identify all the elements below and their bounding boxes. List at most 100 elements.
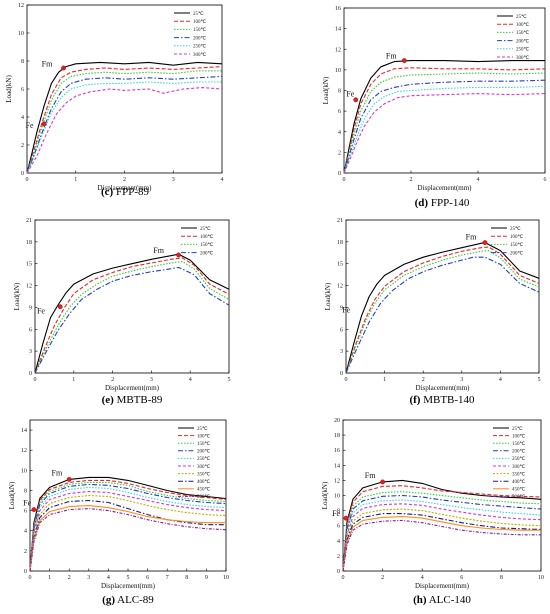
legend-label-200C: 200℃ [200,250,214,256]
y-tick-label: 6 [338,109,341,115]
y-tick-label: 9 [29,305,32,311]
panel-caption: (e) MBTB-89 [102,394,163,406]
plot-frame [345,219,540,374]
series-line-25C [342,479,542,572]
x-tick-label: 0 [342,575,345,581]
legend-label-250C: 250℃ [512,456,526,462]
series-line-200C [343,79,546,174]
x-tick-label: 2 [68,575,71,581]
series-line-25C [26,61,223,174]
y-tick-label: 4 [24,529,27,535]
y-tick-label: 14 [335,27,341,33]
x-tick-label: 6 [146,575,149,581]
x-tick-label: 4 [107,575,110,581]
x-tick-label: 0 [345,377,348,383]
annotation-marker-fe [57,304,63,310]
series-line-200C [345,256,540,374]
y-tick-label: 20 [334,418,340,424]
x-axis-label: Displacement(mm) [415,582,470,590]
y-tick-label: 8 [24,488,27,494]
legend-label-150C: 150℃ [193,27,207,33]
legend-label-200C: 200℃ [193,35,207,41]
annotation-label-fm: Fm [42,60,53,69]
chart-panel-3: 0 1 2 3 4 5036912151821Displacement(mm)Load(k… [324,218,541,406]
x-tick-label: 4 [499,377,502,383]
x-axis-label: Displacement(mm) [101,582,156,590]
series-line-25C [345,242,540,374]
legend-label-300C: 300℃ [193,52,207,58]
x-tick-label: 3 [172,177,175,183]
panel-caption: (g) ALC-89 [102,594,154,606]
legend-label-300C: 300℃ [197,464,211,470]
series-line-250C [343,85,546,174]
series-line-300C [343,93,546,174]
legend-label-200C: 200℃ [516,38,530,44]
series-line-150C [345,250,540,374]
chart-panel-4: 0 1 2 3 4 5 6 7 8 9 1002468101214Displacement(mm)L… [8,419,229,606]
y-tick-label: 10 [21,468,27,474]
annotation-label-fm: Fm [365,471,376,480]
legend-label-25C: 25℃ [510,226,521,232]
series-line-300C [26,87,223,174]
series-line-250C [29,486,227,572]
x-tick-label: 10 [223,575,229,581]
x-tick-label: 3 [87,575,90,581]
legend-label-150C: 150℃ [512,441,526,447]
x-tick-label: 3 [460,377,463,383]
x-axis-label: Displacement(mm) [415,384,470,392]
series-line-25C [34,253,230,374]
annotation-label-fm: Fm [386,52,397,61]
y-tick-label: 18 [26,240,32,246]
x-tick-label: 2 [381,575,384,581]
y-tick-label: 6 [340,327,343,333]
x-tick-label: 4 [477,177,480,183]
y-tick-label: 15 [337,262,343,268]
annotation-marker-fm [482,240,488,245]
series-line-350C [342,508,542,572]
legend-label-100C: 100℃ [510,234,524,240]
series-line-500C [342,519,541,572]
legend-label-300C: 300℃ [512,464,526,470]
annotation-marker-fe [31,507,37,512]
series-line-100C [29,479,227,572]
y-axis-label: Load(kN) [324,282,332,310]
series-line-200C [34,266,230,374]
y-tick-label: 15 [26,262,32,268]
legend-label-150C: 150℃ [197,441,211,447]
annotation-label-fm: Fm [52,468,63,477]
legend-label-350C: 350℃ [197,471,211,477]
series-line-250C [342,499,542,572]
panel-caption: (c) FPP-89 [101,186,149,198]
annotation-label-fe: Fe [346,90,354,99]
x-tick-label: 2 [410,177,413,183]
series-line-25C [343,60,545,174]
series-line-100C [34,257,230,374]
y-tick-label: 8 [21,59,24,65]
legend-label-200C: 200℃ [512,449,526,455]
legend-label-400C: 400℃ [197,479,211,485]
legend-label-25C: 25℃ [200,226,211,232]
y-tick-label: 16 [335,6,341,12]
series-line-150C [342,491,542,572]
panel-caption: (f) MBTB-140 [409,394,475,406]
y-tick-label: 4 [337,539,340,545]
chart-panel-2: 0 1 2 3 4 5036912151821Displacement(mm)Load(k… [13,218,231,406]
x-tick-label: 0 [34,377,37,383]
series-line-400C [342,513,542,572]
y-tick-label: 12 [335,47,341,53]
y-axis-label: Load(kN) [5,75,13,103]
y-tick-label: 2 [337,554,340,560]
y-tick-label: 12 [21,448,27,454]
series-line-200C [342,494,542,572]
y-tick-label: 18 [334,433,340,439]
chart-panel-0: 0 1 2 3 4024681012Displacement(mm)Load(kN)25… [5,3,224,198]
y-tick-label: 2 [24,549,27,555]
legend-label-450C: 450℃ [512,487,526,493]
annotation-marker-fm [176,252,181,258]
y-axis-label: Load(kN) [322,76,330,104]
x-tick-label: 5 [538,377,541,383]
series-line-150C [34,260,230,374]
annotation-label-fe: Fe [26,121,34,130]
series-line-150C [26,70,222,174]
